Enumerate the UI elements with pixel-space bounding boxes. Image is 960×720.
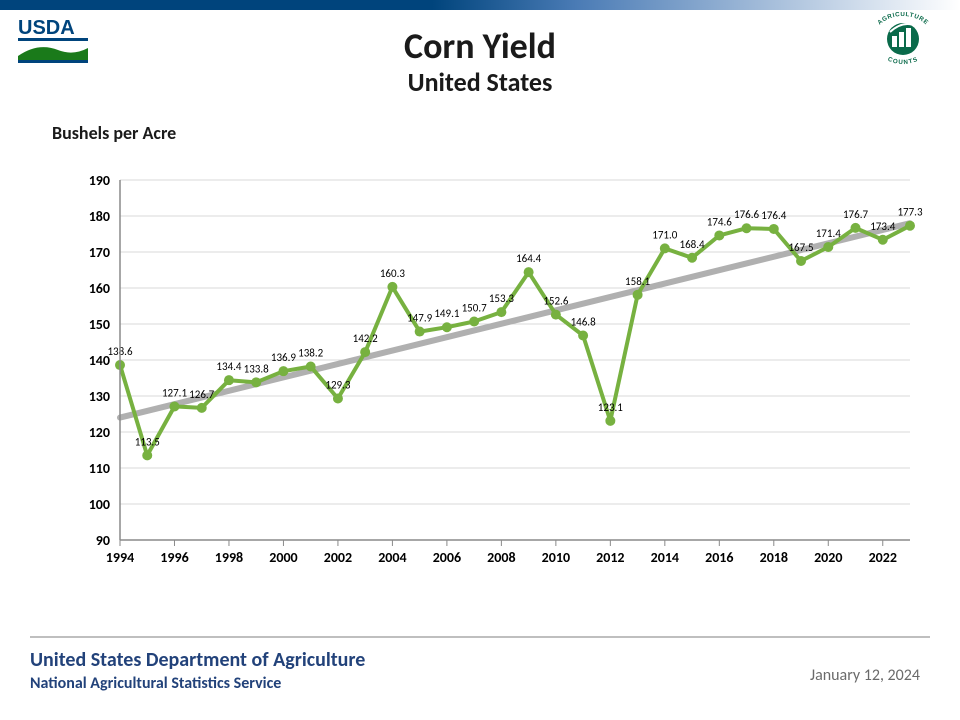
y-tick-label: 170 <box>89 244 110 261</box>
y-tick-label: 100 <box>89 496 110 513</box>
data-marker <box>278 366 288 376</box>
data-marker <box>306 361 316 371</box>
x-tick-label: 1998 <box>215 549 243 566</box>
y-tick-label: 180 <box>89 208 110 225</box>
data-label: 158.1 <box>625 275 651 288</box>
data-label: 168.4 <box>680 238 706 251</box>
data-label: 177.3 <box>897 206 923 219</box>
data-label: 149.1 <box>434 307 460 320</box>
data-label: 134.4 <box>216 360 242 373</box>
data-label: 174.6 <box>707 215 733 228</box>
data-label: 126.7 <box>189 388 215 401</box>
data-label: 146.8 <box>571 316 597 329</box>
x-tick-label: 2000 <box>269 549 297 566</box>
x-tick-label: 2004 <box>378 549 406 566</box>
data-label: 164.4 <box>516 252 542 265</box>
data-label: 136.9 <box>271 351 297 364</box>
data-marker <box>197 403 207 413</box>
y-tick-label: 110 <box>89 460 110 477</box>
data-label: 138.2 <box>298 346 324 359</box>
x-tick-label: 2010 <box>542 549 570 566</box>
y-tick-label: 150 <box>89 316 110 333</box>
data-marker <box>796 256 806 266</box>
data-marker <box>142 450 152 460</box>
x-tick-label: 2002 <box>324 549 352 566</box>
data-label: 176.4 <box>761 209 787 222</box>
data-marker <box>224 375 234 385</box>
data-marker <box>524 267 534 277</box>
data-label: 171.0 <box>652 228 678 241</box>
data-marker <box>469 316 479 326</box>
data-label: 171.4 <box>816 227 842 240</box>
data-label: 127.1 <box>162 386 188 399</box>
x-tick-label: 2008 <box>487 549 515 566</box>
data-marker <box>551 310 561 320</box>
data-label: 129.3 <box>325 379 351 392</box>
x-tick-label: 2016 <box>705 549 733 566</box>
data-label: 176.6 <box>734 208 760 221</box>
slide: USDA AGRICULTURE COUNTS Corn Yield <box>0 0 960 720</box>
header-accent-bar <box>0 0 960 10</box>
data-label: 153.3 <box>489 292 515 305</box>
data-marker <box>169 401 179 411</box>
data-marker <box>442 322 452 332</box>
data-marker <box>415 327 425 337</box>
data-marker <box>387 282 397 292</box>
x-tick-label: 2006 <box>433 549 461 566</box>
data-label: 152.6 <box>543 295 569 308</box>
data-label: 150.7 <box>462 301 488 314</box>
data-marker <box>905 221 915 231</box>
data-label: 133.8 <box>244 362 270 375</box>
data-marker <box>769 224 779 234</box>
data-line <box>120 226 910 456</box>
footer-date: January 12, 2024 <box>810 666 920 685</box>
y-tick-label: 190 <box>89 172 110 189</box>
chart-title: Corn Yield <box>0 24 960 68</box>
y-tick-label: 160 <box>89 280 110 297</box>
x-tick-label: 2022 <box>869 549 897 566</box>
data-marker <box>878 235 888 245</box>
data-label: 147.9 <box>407 312 433 325</box>
y-axis-label: Bushels per Acre <box>52 122 176 144</box>
data-label: 173.4 <box>870 220 896 233</box>
x-tick-label: 2018 <box>760 549 788 566</box>
data-marker <box>251 377 261 387</box>
data-label: 167.5 <box>788 241 813 254</box>
data-marker <box>687 253 697 263</box>
x-tick-label: 1994 <box>106 549 134 566</box>
footer-subdepartment: National Agricultural Statistics Service <box>30 674 281 693</box>
y-tick-label: 120 <box>89 424 110 441</box>
data-label: 142.2 <box>353 332 379 345</box>
data-marker <box>714 230 724 240</box>
line-chart: 90100110120130140150160170180190138.6113… <box>60 160 930 580</box>
data-marker <box>823 242 833 252</box>
x-tick-label: 1996 <box>160 549 188 566</box>
footer-divider <box>30 636 930 638</box>
data-marker <box>333 394 343 404</box>
y-tick-label: 90 <box>96 532 110 549</box>
y-tick-label: 130 <box>89 388 110 405</box>
data-label: 176.7 <box>843 208 869 221</box>
data-marker <box>633 290 643 300</box>
data-marker <box>360 347 370 357</box>
data-marker <box>605 416 615 426</box>
data-marker <box>851 223 861 233</box>
footer-department: United States Department of Agriculture <box>30 648 365 672</box>
data-marker <box>660 243 670 253</box>
data-label: 113.5 <box>135 435 160 448</box>
x-tick-label: 2014 <box>651 549 679 566</box>
chart-subtitle: United States <box>0 66 960 98</box>
data-marker <box>578 331 588 341</box>
data-marker <box>742 223 752 233</box>
data-marker <box>496 307 506 317</box>
data-label: 123.1 <box>598 401 624 414</box>
data-label: 160.3 <box>380 267 406 280</box>
x-tick-label: 2012 <box>596 549 624 566</box>
x-tick-label: 2020 <box>814 549 842 566</box>
